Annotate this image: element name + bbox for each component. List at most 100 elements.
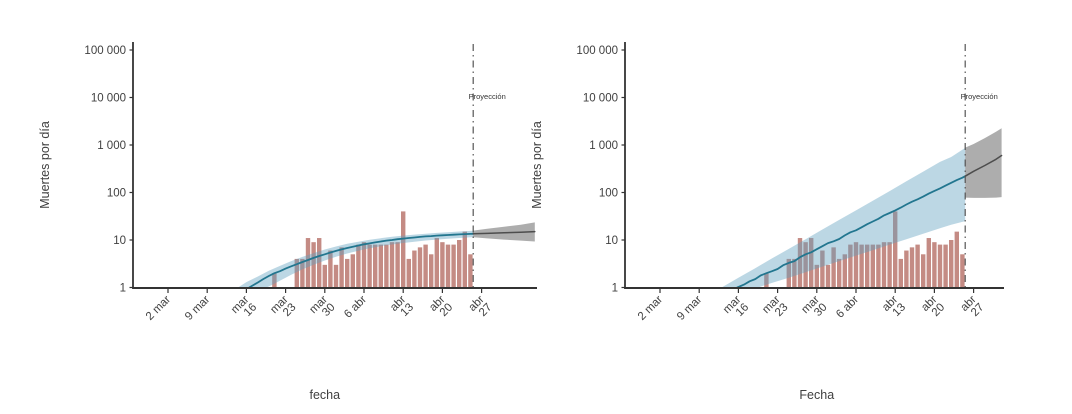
bar xyxy=(797,238,803,288)
bar xyxy=(272,273,277,288)
bar xyxy=(949,240,954,288)
y-axis-tick-label: 10 000 xyxy=(91,93,126,105)
chart-panel-right: Proyección 1 10 100 1 000 10 000 100 000 2 mar 9… xyxy=(530,42,1004,402)
bar xyxy=(345,258,350,288)
bar xyxy=(417,247,423,288)
bar xyxy=(792,258,797,288)
x-axis-tick-label: 2 mar xyxy=(144,294,173,323)
bar xyxy=(837,258,842,288)
x-axis-tick-label: 2 mar xyxy=(636,294,665,323)
bar xyxy=(893,211,898,288)
bar xyxy=(943,244,948,288)
projection-line xyxy=(964,154,1003,177)
bar xyxy=(328,250,333,288)
x-axis-tick-label: mar16 xyxy=(721,294,751,324)
bar xyxy=(881,242,887,288)
bar xyxy=(333,264,339,288)
bar xyxy=(294,258,299,288)
y-axis-tick-label: 100 xyxy=(107,188,126,200)
x-axis-tick-label: abr27 xyxy=(466,294,494,322)
bar xyxy=(429,254,434,288)
bar xyxy=(898,258,903,288)
bar xyxy=(909,247,915,288)
bar xyxy=(954,231,959,288)
bar xyxy=(445,244,451,288)
x-axis-tick-label: mar23 xyxy=(760,294,790,324)
bar xyxy=(434,238,439,288)
bar xyxy=(820,250,825,288)
x-axis-title: fecha xyxy=(310,388,341,402)
bar xyxy=(440,242,445,288)
bar xyxy=(395,242,400,288)
bar xyxy=(317,238,322,288)
bar xyxy=(814,264,819,288)
x-axis-tick-label: abr20 xyxy=(427,294,455,322)
x-axis-tick-label: abr13 xyxy=(388,294,416,322)
fit-line xyxy=(248,232,475,289)
y-axis-tick-label: 10 xyxy=(605,235,618,247)
bar xyxy=(389,242,395,288)
x-axis-tick-label: mar30 xyxy=(307,294,337,324)
bar xyxy=(876,244,881,288)
x-axis-tick-label: 9 mar xyxy=(183,294,212,323)
y-axis-tick-label: 100 000 xyxy=(576,45,618,57)
chart-panel-left: Proyección 1 10 100 1 000 10 000 100 000 2 mar 9… xyxy=(38,42,537,402)
bar xyxy=(803,242,808,288)
projection-label: Proyección xyxy=(961,92,998,101)
x-axis-tick-label: 6 abr xyxy=(342,294,369,321)
x-axis-tick-label: mar30 xyxy=(799,294,829,324)
bar xyxy=(865,244,870,288)
bar xyxy=(300,258,305,288)
bar xyxy=(311,242,316,288)
y-axis-title: Muertes por día xyxy=(38,121,52,209)
fit-confidence-band xyxy=(721,147,966,288)
bar xyxy=(825,264,831,288)
y-axis-tick-label: 1 xyxy=(120,283,126,295)
projection-label: Proyección xyxy=(469,92,506,101)
bar xyxy=(361,242,367,288)
bar xyxy=(937,244,943,288)
bar xyxy=(960,254,965,288)
daily-deaths-bars xyxy=(764,211,965,288)
bar xyxy=(451,244,456,288)
bar xyxy=(831,247,836,288)
bar xyxy=(853,242,859,288)
y-axis-tick-label: 100 xyxy=(599,188,618,200)
bar xyxy=(786,258,791,288)
x-axis-tick-label: abr27 xyxy=(958,294,986,322)
bar xyxy=(462,231,467,288)
x-axis-tick-label: abr13 xyxy=(880,294,908,322)
bar xyxy=(921,254,926,288)
bar xyxy=(412,250,417,288)
bar xyxy=(423,244,428,288)
bar xyxy=(322,264,327,288)
bar xyxy=(468,254,473,288)
bar xyxy=(848,244,853,288)
bar xyxy=(406,258,411,288)
y-axis-tick-label: 1 000 xyxy=(97,140,126,152)
bar xyxy=(915,244,920,288)
y-axis-title: Muertes por día xyxy=(530,121,544,209)
y-axis-tick-label: 1 xyxy=(612,283,618,295)
bar xyxy=(887,242,892,288)
x-axis-tick-label: mar23 xyxy=(268,294,298,324)
bar xyxy=(384,244,389,288)
fit-line xyxy=(736,175,967,289)
bar xyxy=(764,273,769,288)
y-axis-tick-label: 10 000 xyxy=(583,93,618,105)
bar xyxy=(926,238,931,288)
bar xyxy=(339,247,344,288)
bar xyxy=(350,254,355,288)
y-axis-tick-label: 10 xyxy=(113,235,126,247)
x-axis-tick-label: 6 abr xyxy=(834,294,861,321)
bar xyxy=(356,244,361,288)
bar xyxy=(373,244,378,288)
bar xyxy=(859,244,864,288)
x-axis-tick-label: abr20 xyxy=(919,294,947,322)
bar xyxy=(457,240,462,288)
bar xyxy=(904,250,909,288)
bar xyxy=(809,238,814,288)
bar xyxy=(842,254,847,288)
y-axis-tick-label: 100 000 xyxy=(84,45,126,57)
